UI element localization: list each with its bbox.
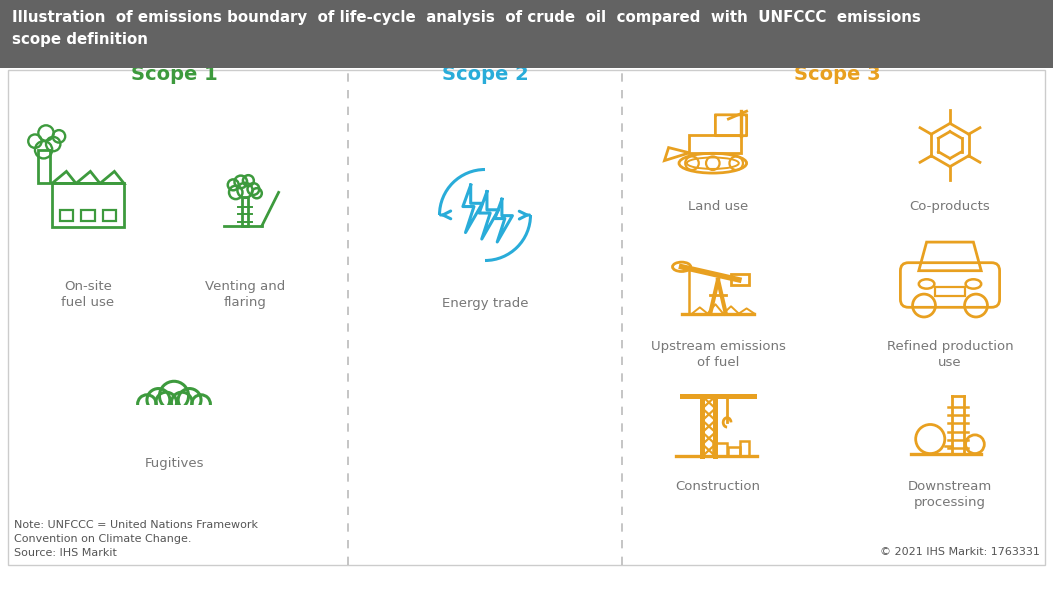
Text: Upstream emissions
of fuel: Upstream emissions of fuel xyxy=(651,340,786,369)
Circle shape xyxy=(159,381,188,411)
Text: On-site
fuel use: On-site fuel use xyxy=(61,280,115,309)
Bar xyxy=(242,196,249,226)
Circle shape xyxy=(172,392,193,413)
Text: Venting and
flaring: Venting and flaring xyxy=(205,280,285,309)
Text: Construction: Construction xyxy=(676,480,760,493)
Text: Illustration  of emissions boundary  of life-cycle  analysis  of crude  oil  com: Illustration of emissions boundary of li… xyxy=(12,10,921,25)
Bar xyxy=(60,210,73,221)
Circle shape xyxy=(156,392,177,413)
Bar xyxy=(103,210,116,221)
Bar xyxy=(8,70,1045,565)
Text: Land use: Land use xyxy=(688,200,748,213)
Bar xyxy=(729,447,740,456)
Circle shape xyxy=(192,395,211,414)
Bar xyxy=(81,210,95,221)
Bar xyxy=(935,287,965,296)
Text: Note: UNFCCC = United Nations Framework
Convention on Climate Change.
Source: IH: Note: UNFCCC = United Nations Framework … xyxy=(14,520,258,558)
Bar xyxy=(38,150,49,183)
Circle shape xyxy=(138,395,156,414)
Bar xyxy=(713,443,728,456)
Bar xyxy=(135,405,213,424)
Text: © 2021 IHS Markit: 1763331: © 2021 IHS Markit: 1763331 xyxy=(880,547,1040,557)
Circle shape xyxy=(147,389,170,411)
Bar xyxy=(731,274,749,285)
Text: Downstream
processing: Downstream processing xyxy=(908,480,992,509)
Text: scope definition: scope definition xyxy=(12,32,147,47)
Text: Refined production
use: Refined production use xyxy=(887,340,1013,369)
Circle shape xyxy=(178,389,201,411)
Text: Scope 2: Scope 2 xyxy=(441,65,529,84)
Bar xyxy=(740,441,749,456)
Bar xyxy=(690,134,741,153)
Text: Co-products: Co-products xyxy=(910,200,991,213)
Text: Fugitives: Fugitives xyxy=(144,457,203,470)
Text: Scope 3: Scope 3 xyxy=(794,65,880,84)
Bar xyxy=(52,183,124,227)
Text: Scope 1: Scope 1 xyxy=(131,65,217,84)
Bar xyxy=(0,0,1053,68)
Text: Energy trade: Energy trade xyxy=(442,297,529,310)
